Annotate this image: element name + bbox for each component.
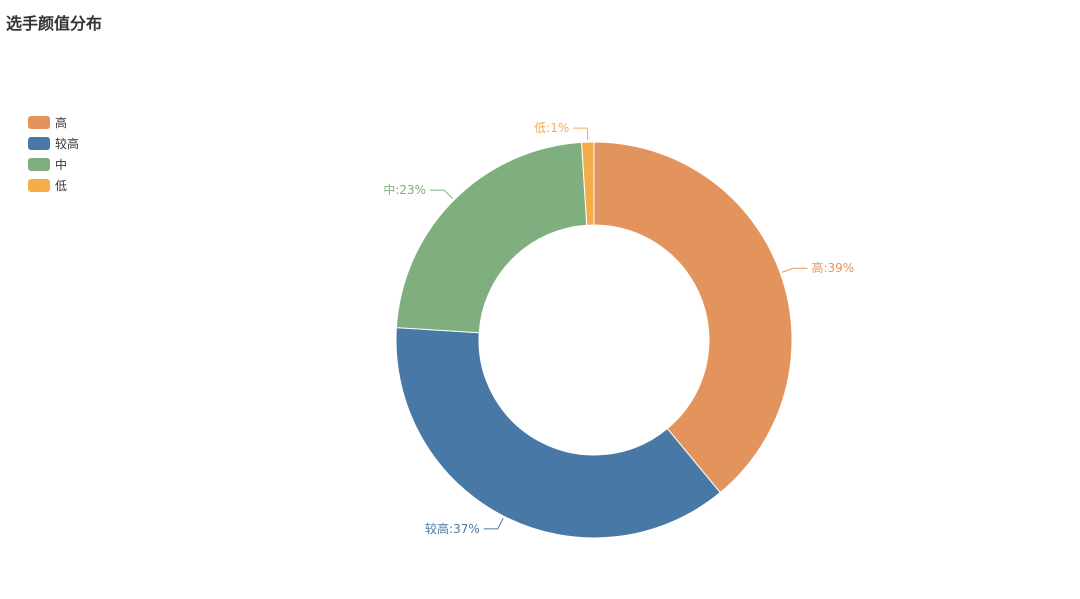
slice-1[interactable] bbox=[395, 327, 721, 539]
slice-label-2: 中:23% bbox=[383, 182, 426, 197]
leader-line-3 bbox=[573, 127, 589, 141]
leader-line-0 bbox=[782, 267, 808, 273]
leader-line-1 bbox=[483, 517, 504, 530]
leader-line-2 bbox=[430, 189, 453, 199]
legend-item-1[interactable]: 较高 bbox=[28, 133, 79, 154]
legend-swatch-3 bbox=[28, 179, 50, 192]
slice-2[interactable] bbox=[395, 141, 588, 334]
legend-swatch-0 bbox=[28, 116, 50, 129]
legend: 高 较高 中 低 bbox=[28, 112, 79, 196]
legend-item-0[interactable]: 高 bbox=[28, 112, 79, 133]
slice-0[interactable] bbox=[593, 141, 793, 494]
legend-swatch-1 bbox=[28, 137, 50, 150]
legend-label-2: 中 bbox=[55, 158, 68, 172]
slice-label-1: 较高:37% bbox=[425, 521, 480, 536]
legend-item-3[interactable]: 低 bbox=[28, 175, 79, 196]
chart-title: 选手颜值分布 bbox=[6, 14, 103, 33]
legend-label-0: 高 bbox=[55, 116, 68, 130]
legend-swatch-2 bbox=[28, 158, 50, 171]
legend-item-2[interactable]: 中 bbox=[28, 154, 79, 175]
legend-label-3: 低 bbox=[55, 179, 68, 193]
slice-label-3: 低:1% bbox=[534, 121, 569, 135]
slice-label-0: 高:39% bbox=[811, 260, 854, 275]
legend-label-1: 较高 bbox=[55, 137, 80, 151]
slice-3[interactable] bbox=[581, 141, 595, 226]
